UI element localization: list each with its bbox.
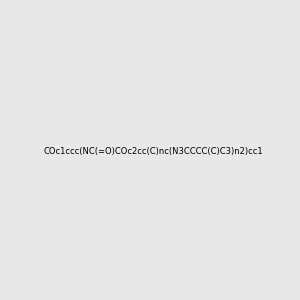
Text: COc1ccc(NC(=O)COc2cc(C)nc(N3CCCC(C)C3)n2)cc1: COc1ccc(NC(=O)COc2cc(C)nc(N3CCCC(C)C3)n2… <box>44 147 264 156</box>
